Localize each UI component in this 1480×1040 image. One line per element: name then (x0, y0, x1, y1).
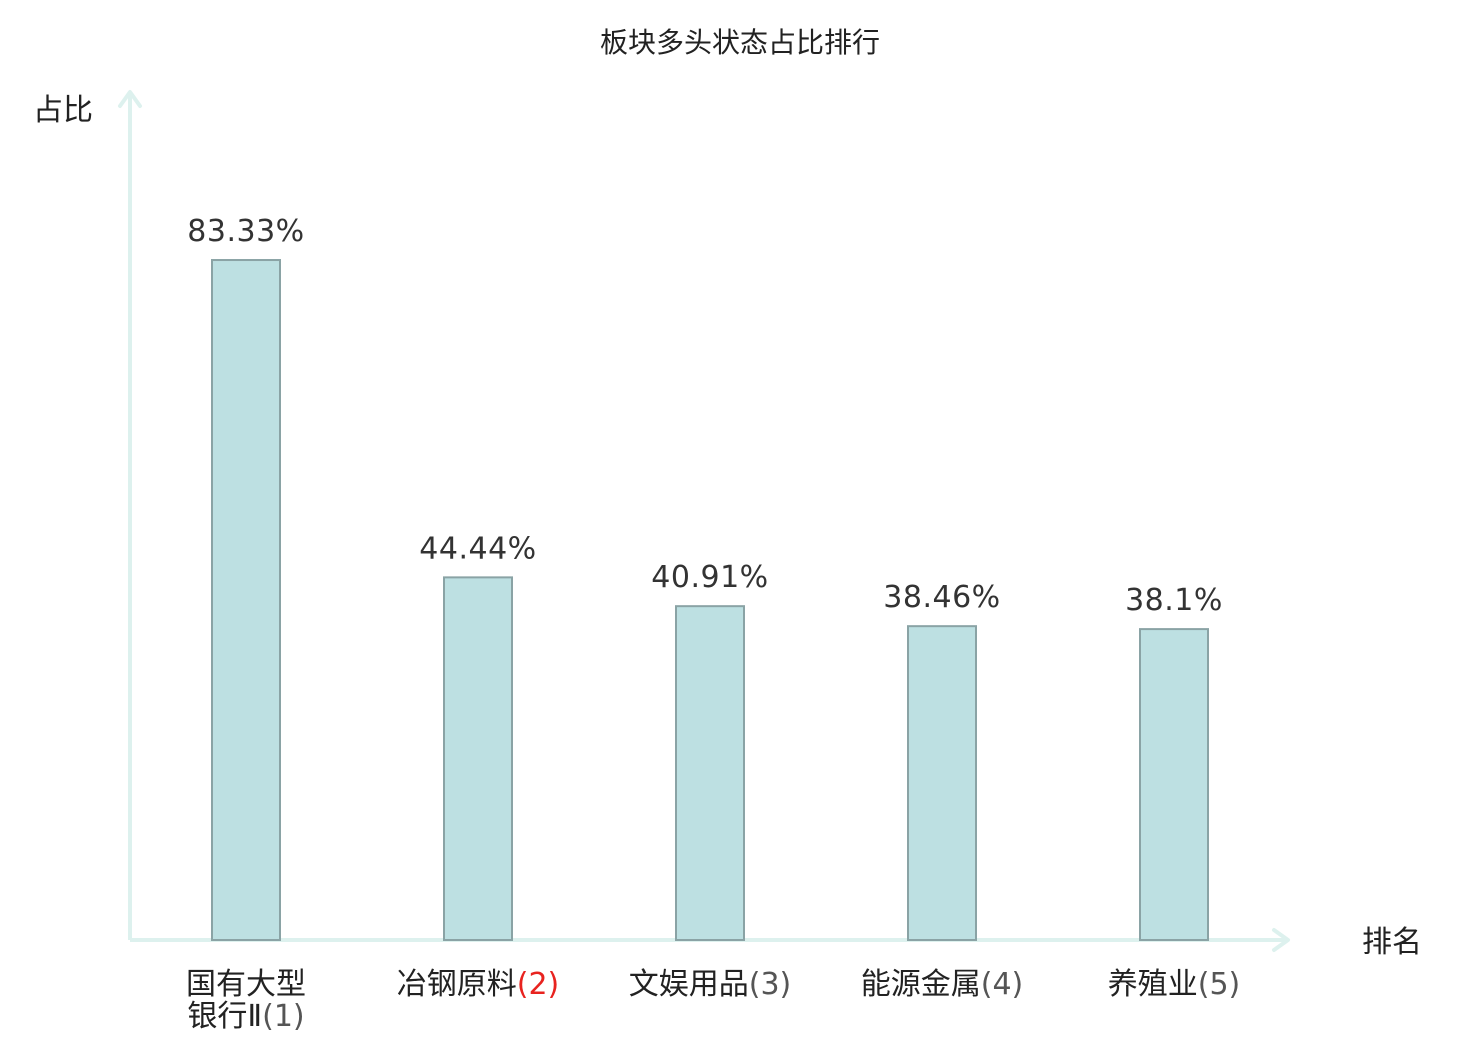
rank-label: (2) (517, 967, 560, 1002)
rank-label: (5) (1198, 967, 1241, 1002)
bar (907, 625, 977, 941)
x-tick-label: 文娱用品(3) (629, 967, 792, 1002)
y-axis-label: 占比 (33, 93, 93, 128)
data-label: 38.46% (883, 580, 1000, 615)
rank-label: (1) (262, 999, 305, 1034)
x-tick-label: 银行Ⅱ(1) (187, 999, 304, 1034)
x-tick-label: 国有大型 (186, 967, 306, 1002)
data-label: 40.91% (651, 560, 768, 595)
y-axis-arrow (118, 90, 142, 108)
rank-label: (3) (749, 967, 792, 1002)
bars-group (211, 259, 1209, 942)
x-tick-label: 养殖业(5) (1108, 967, 1241, 1002)
bar (675, 605, 745, 941)
rank-label: (4) (981, 967, 1024, 1002)
x-axis-label: 排名 (1362, 925, 1422, 960)
data-label: 83.33% (187, 214, 304, 249)
bar (1139, 628, 1209, 941)
bar (211, 259, 281, 941)
data-label: 38.1% (1125, 583, 1223, 618)
data-label: 44.44% (419, 531, 536, 566)
x-axis-arrow (1272, 928, 1290, 952)
chart-title: 板块多头状态占比排行 (600, 26, 880, 59)
x-tick-label: 能源金属(4) (861, 967, 1024, 1002)
bar (443, 576, 513, 942)
x-tick-label: 冶钢原料(2) (397, 967, 560, 1002)
